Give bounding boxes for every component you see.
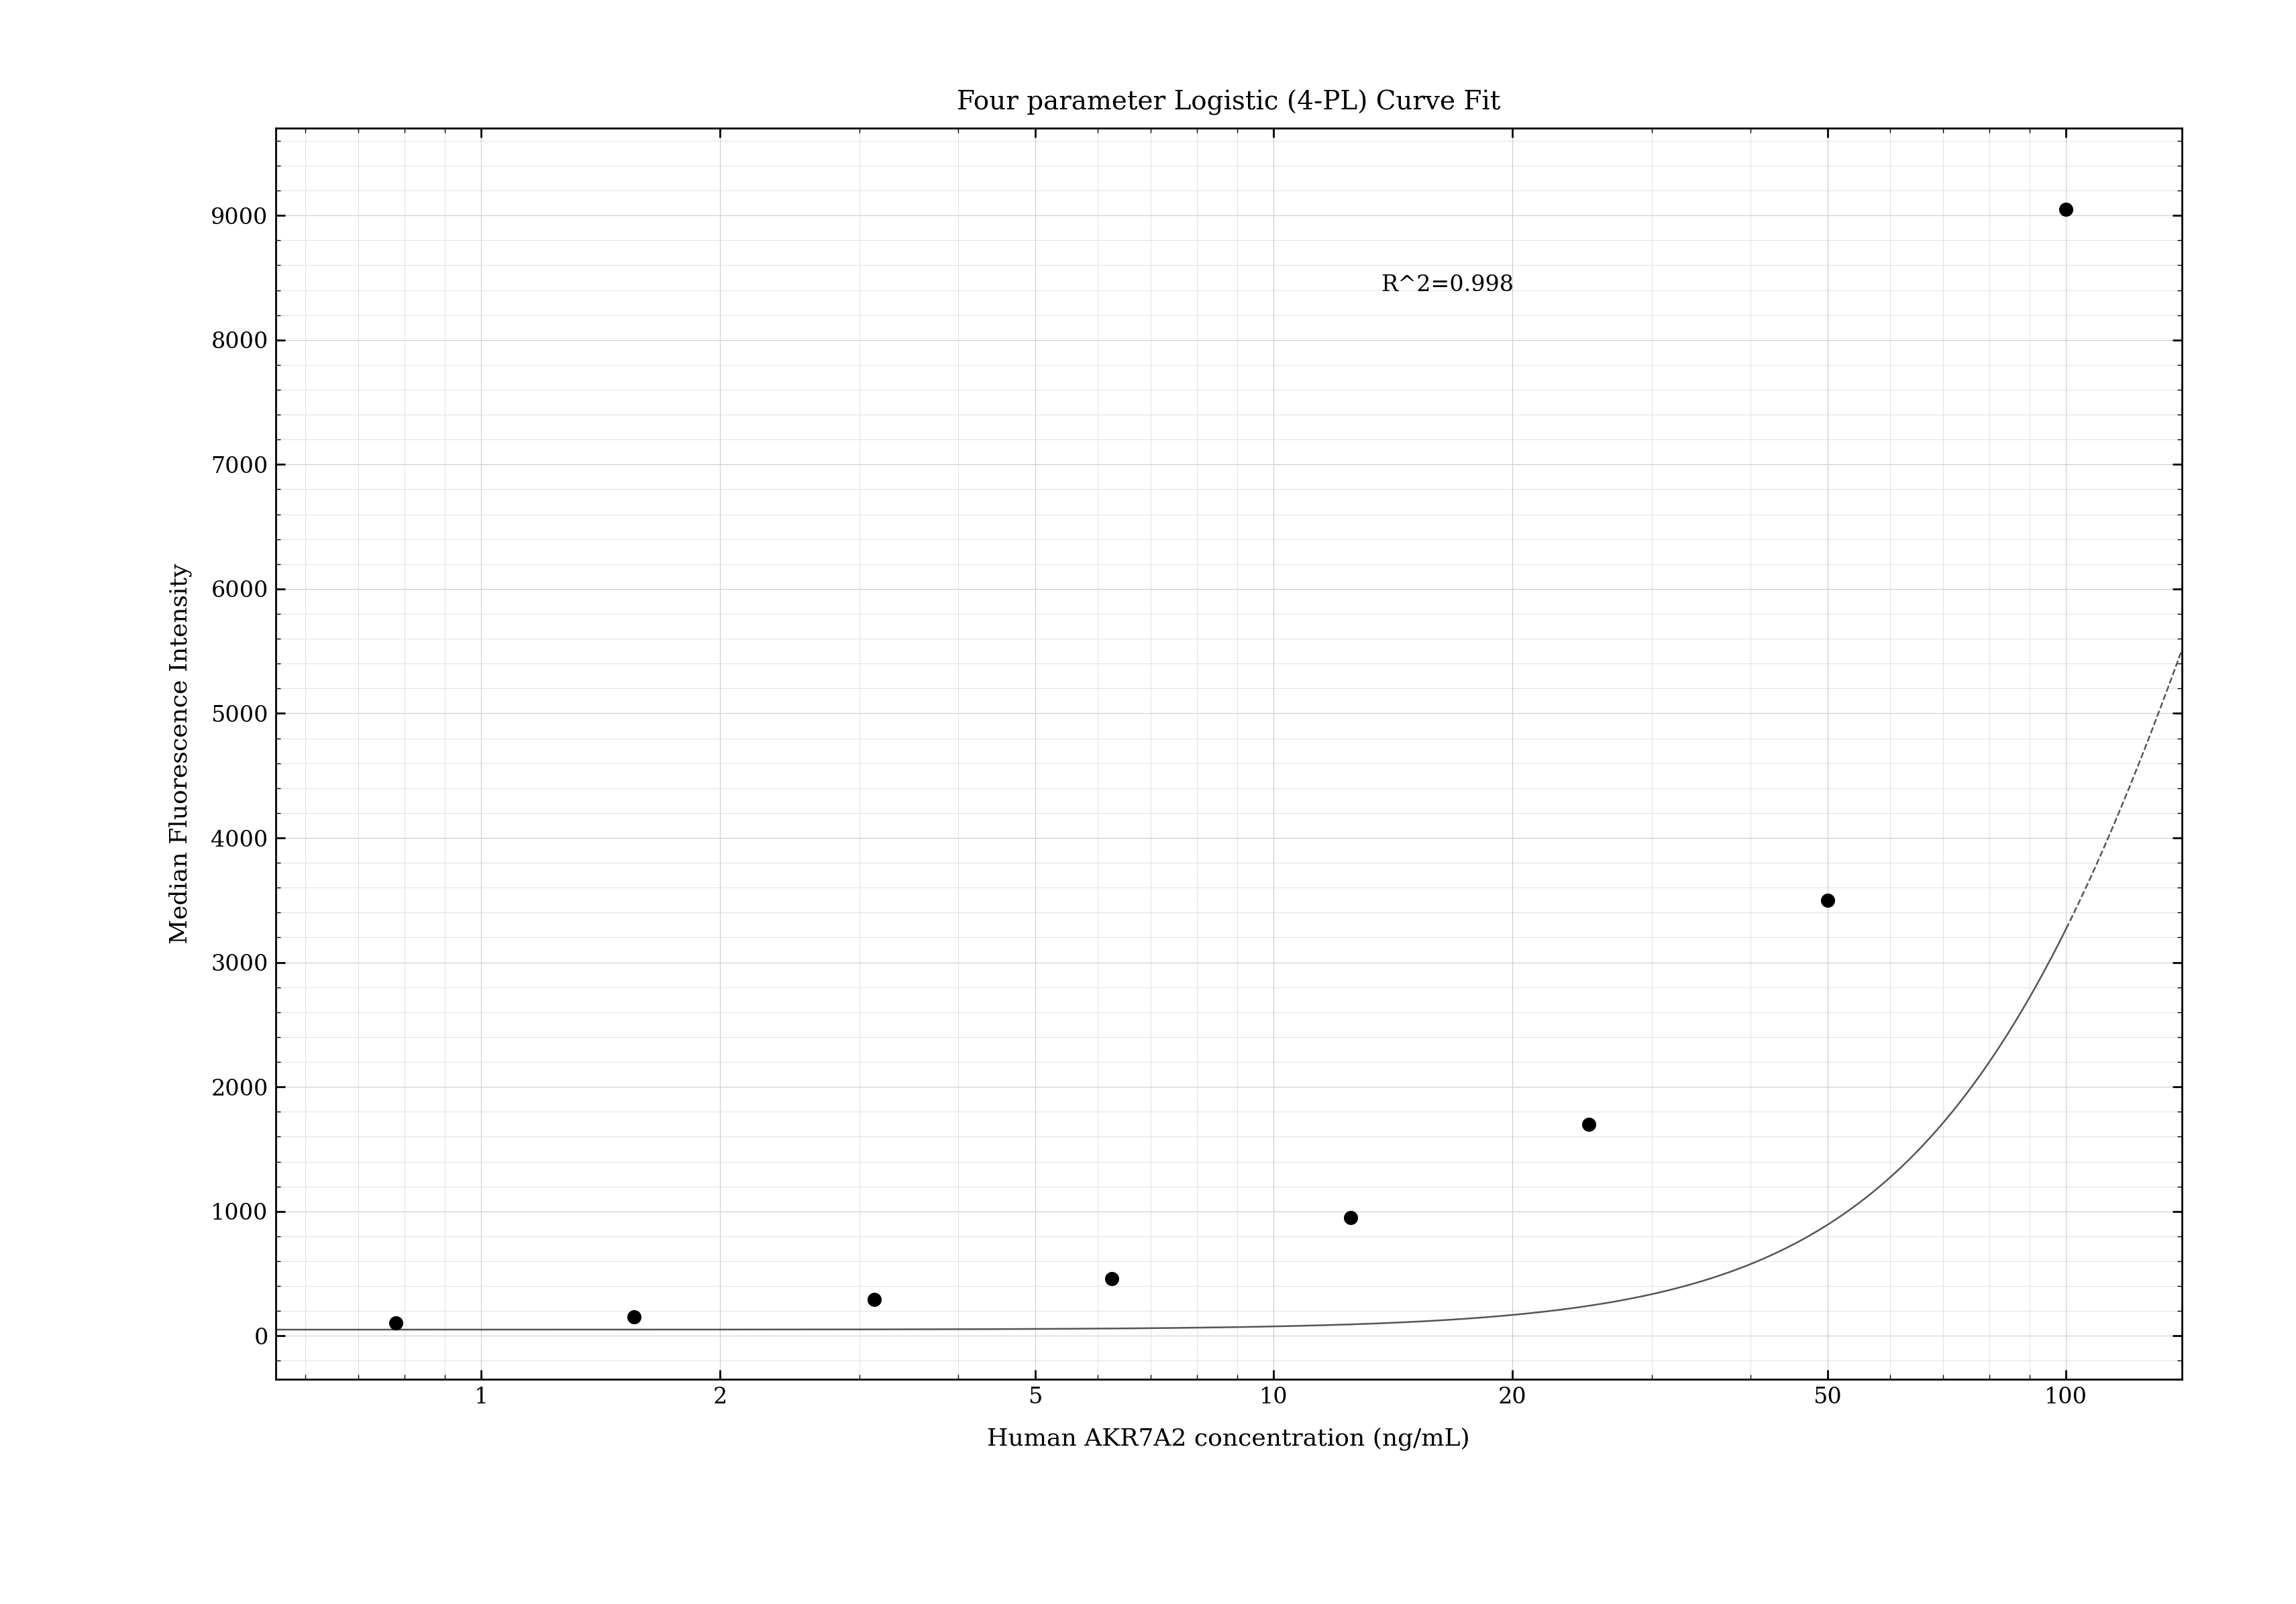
Point bbox=[615, 1304, 652, 1330]
Text: R^2=0.998: R^2=0.998 bbox=[1380, 274, 1513, 295]
X-axis label: Human AKR7A2 concentration (ng/mL): Human AKR7A2 concentration (ng/mL) bbox=[987, 1428, 1469, 1450]
Point bbox=[1093, 1266, 1130, 1291]
Point bbox=[1570, 1112, 1607, 1137]
Point bbox=[1809, 887, 1846, 913]
Title: Four parameter Logistic (4-PL) Curve Fit: Four parameter Logistic (4-PL) Curve Fit bbox=[957, 90, 1499, 115]
Point bbox=[377, 1310, 413, 1336]
Point bbox=[856, 1286, 893, 1312]
Point bbox=[1332, 1205, 1368, 1230]
Point bbox=[2048, 196, 2085, 221]
Y-axis label: Median Fluorescence Intensity: Median Fluorescence Intensity bbox=[170, 563, 193, 945]
